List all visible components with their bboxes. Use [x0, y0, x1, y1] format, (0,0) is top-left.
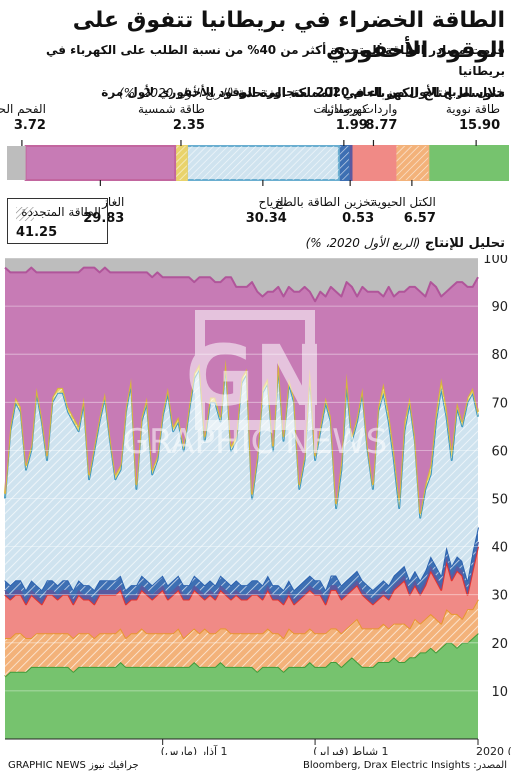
- y-tick-label-30: 30: [491, 589, 508, 604]
- y-tick-label-100: 100: [483, 255, 508, 267]
- average-bar-chart: [7, 140, 509, 186]
- y-tick-label-80: 80: [491, 348, 508, 363]
- bar-label-solar: طاقة شمسية: [138, 102, 205, 116]
- section-breakdown-subtitle: (الربع الأول 2020، %): [305, 236, 421, 250]
- bar-value-nuclear: 15.90: [459, 118, 501, 133]
- bar-value-wind: 30.34: [245, 211, 287, 226]
- production-area-chart: 10 20 30 40 50 60 70 80 90 100 1 كانون الثاني (ينا…: [4, 255, 515, 755]
- bar-label-hydro: كهرومائية: [320, 102, 368, 116]
- renewables-legend-value: 41.25: [16, 225, 58, 240]
- y-tick-label-10: 10: [491, 685, 508, 700]
- bar-segment-hydro: [337, 145, 350, 181]
- y-tick-label-20: 20: [491, 637, 508, 652]
- y-tick-label-70: 70: [491, 396, 508, 411]
- bar-segment-biomass: [394, 145, 430, 181]
- watermark-text: GRAPHIC NEWS: [123, 422, 388, 462]
- x-tick-label-1: 1 شباط (فبراير): [313, 745, 388, 755]
- bar-label-wind: الرياح: [258, 195, 287, 209]
- subtitle-line-1: قدمت مصادر الطاقة المتجددة أكثر من 40% م…: [45, 43, 505, 78]
- y-axis: 10 20 30 40 50 60 70 80 90 100: [5, 255, 508, 700]
- bar-label-nuclear: طاقة نووية: [445, 102, 501, 116]
- page-title: الطاقة الخضراء في بريطانيا تتفوق على الو…: [72, 8, 505, 63]
- bar-label-biomass: الكتل الحيوية: [371, 195, 436, 209]
- section-average-heading: متوسط إنتاج الكهرباء في المملكة المتحدة …: [10, 86, 505, 101]
- bar-value-storage: 0.53: [342, 211, 375, 226]
- watermark-logo: GN: [185, 327, 324, 425]
- x-axis: 1 كانون الثاني (يناير) 2020 1 شباط (فبراي…: [5, 738, 515, 755]
- bar-value-gas: 29.83: [83, 211, 125, 226]
- bar-segment-gas: [24, 145, 177, 181]
- bar-segment-imports: [350, 145, 397, 181]
- bar-value-solar: 2.35: [172, 118, 205, 133]
- x-tick-label-0: 1 كانون الثاني (يناير) 2020: [476, 745, 515, 755]
- y-tick-label-50: 50: [491, 493, 508, 508]
- subtitle-line-2: خلال الربع الأول من العام 2020، متجاوزة …: [101, 85, 505, 99]
- renewables-hatch-swatch: [16, 207, 34, 221]
- footer-source: المصدر: Bloomberg, Drax Electric Insight…: [302, 760, 507, 771]
- area-line-gas: [4, 266, 479, 303]
- bar-label-imports: واردات وصادرات: [313, 102, 398, 116]
- section-average-subtitle: (الربع الأول 2020، %): [118, 86, 234, 100]
- footer-brand: GRAPHIC NEWS جرافيك نيوز: [8, 760, 139, 771]
- bar-segment-nuclear: [427, 145, 509, 181]
- y-tick-label-60: 60: [491, 444, 508, 459]
- area-layer-gas: [4, 266, 479, 513]
- renewables-legend-label: الطاقة المتجددة: [21, 205, 101, 219]
- section-breakdown-title: تحليل للإنتاج: [424, 236, 505, 251]
- renewables-legend: الطاقة المتجددة 41.25: [7, 198, 108, 244]
- bar-value-biomass: 6.57: [403, 211, 436, 226]
- x-tick-label-2: 1 آذار (مارس): [161, 744, 228, 755]
- bar-segment-wind: [185, 145, 340, 181]
- y-tick-label-90: 90: [491, 300, 508, 315]
- bar-segment-solar: [174, 145, 188, 181]
- section-average-title: متوسط إنتاج الكهرباء في المملكة المتحدة: [238, 86, 505, 101]
- bar-value-hydro: 1.99: [335, 118, 368, 133]
- bar-value-imports: 8.77: [365, 118, 398, 133]
- bar-value-coal: 3.72: [13, 118, 46, 133]
- page-subtitle: قدمت مصادر الطاقة المتجددة أكثر من 40% م…: [10, 40, 505, 103]
- bar-label-storage: تخزين الطاقة بالضخ: [274, 195, 375, 209]
- bar-label-coal: الفحم الحجري: [0, 102, 46, 116]
- bar-segment-coal: [7, 146, 26, 180]
- y-tick-label-40: 40: [491, 541, 508, 556]
- section-breakdown-heading: تحليل للإنتاج (الربع الأول 2020، %): [10, 236, 505, 251]
